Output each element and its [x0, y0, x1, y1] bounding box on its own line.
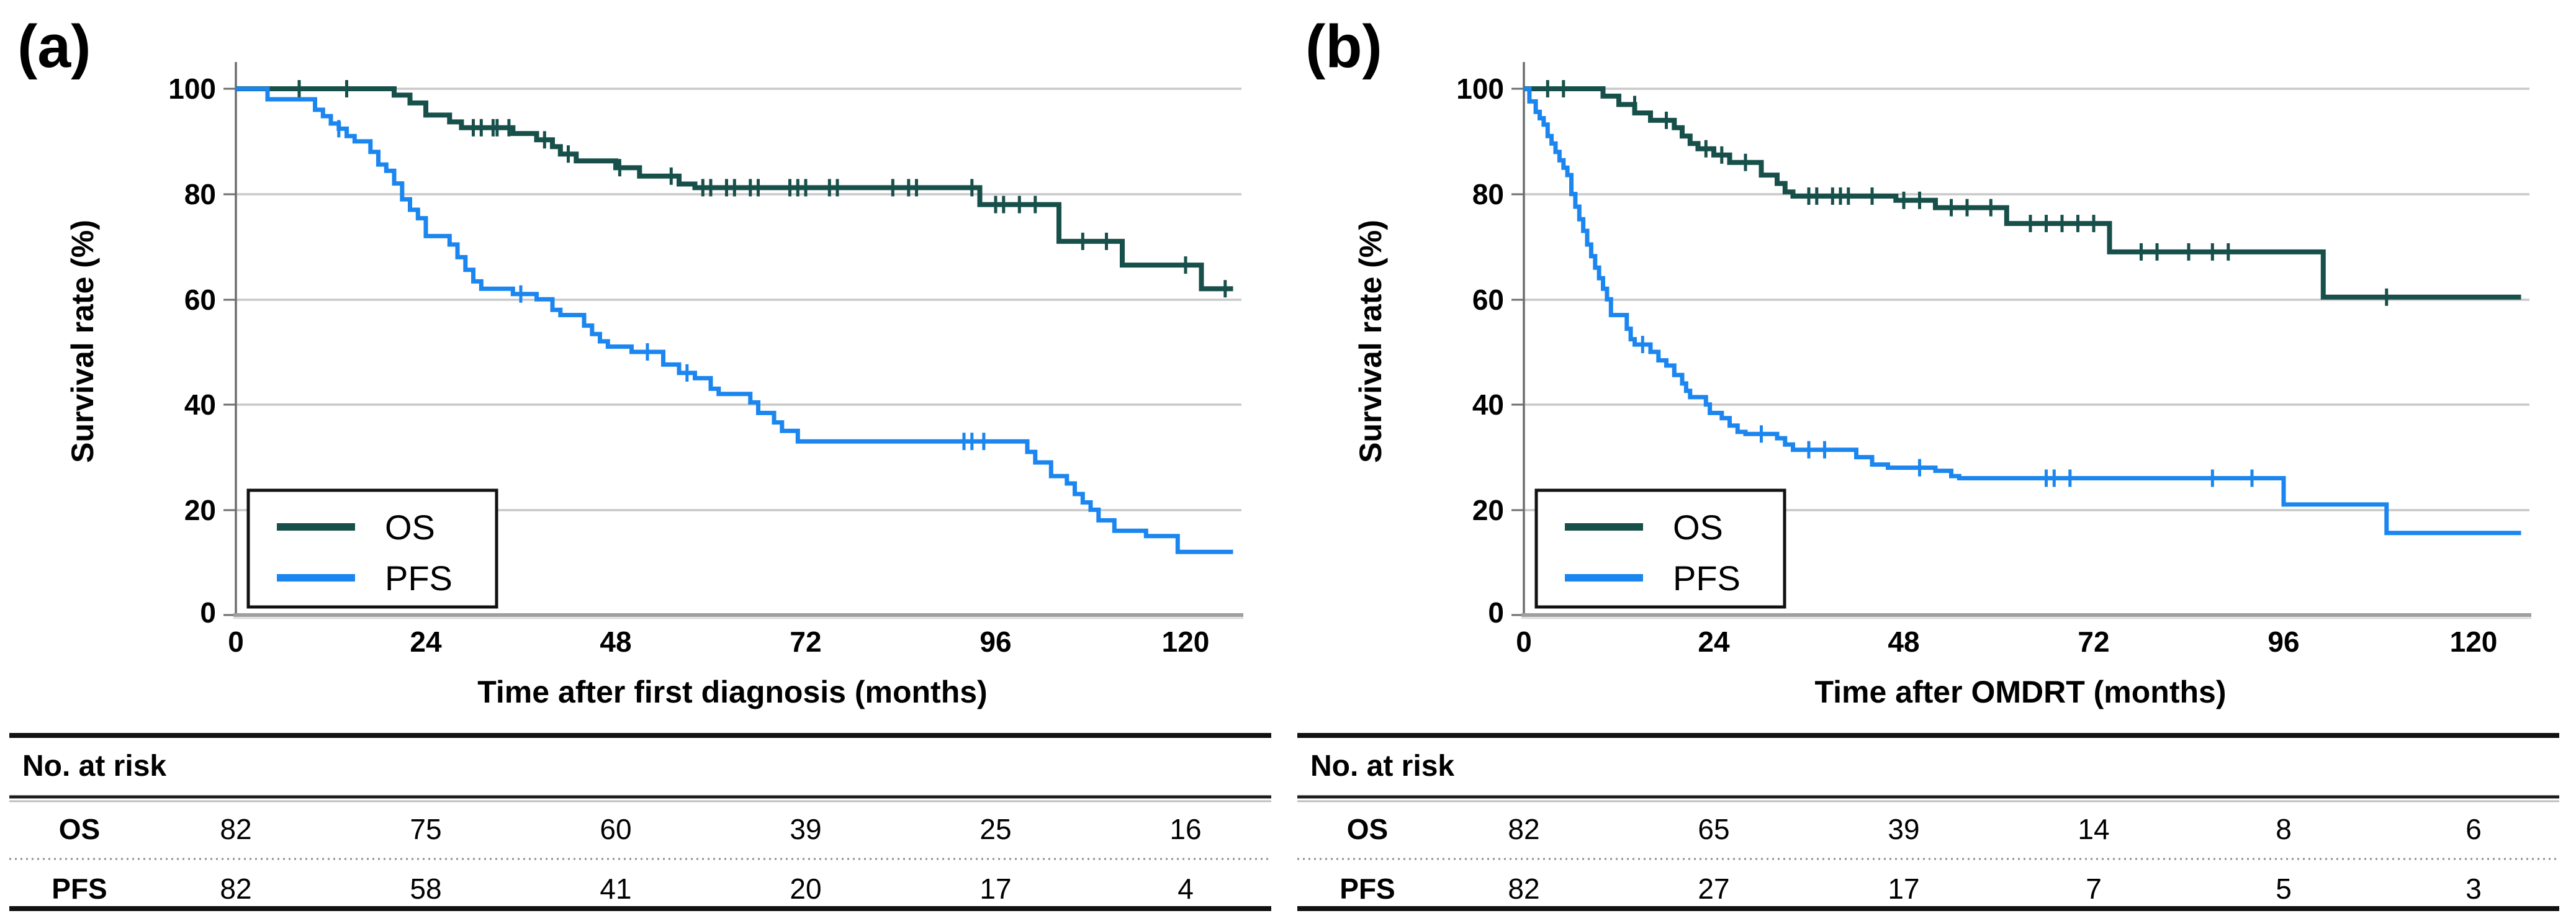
pfs-curve — [236, 86, 1233, 554]
x-tick-label: 72 — [790, 626, 821, 658]
x-axis-title: Time after OMDRT (months) — [1815, 675, 2227, 709]
risk-value: 39 — [790, 813, 821, 845]
risk-table-row-pfs: PFS 82 58 41 20 17 4 — [52, 873, 1194, 905]
risk-value: 6 — [2466, 813, 2482, 845]
x-tick-label: 0 — [1516, 626, 1532, 658]
y-tick-label: 60 — [184, 284, 216, 316]
risk-table: No. at risk OS 82 75 60 39 25 16 PFS 82 … — [9, 733, 1271, 911]
km-panel: (a) 100 80 60 40 20 0 — [9, 12, 1271, 911]
y-tick-label: 80 — [184, 178, 216, 210]
risk-row-label: OS — [1347, 813, 1388, 845]
x-tick-label: 120 — [2450, 626, 2498, 658]
y-axis-tick-marks — [1511, 88, 1524, 616]
risk-row-label: PFS — [52, 873, 107, 905]
y-tick-label: 60 — [1472, 284, 1504, 316]
risk-value: 82 — [220, 813, 251, 845]
risk-value: 8 — [2276, 813, 2292, 845]
pfs-curve — [1524, 86, 2521, 536]
pfs-legend-label: PFS — [385, 559, 453, 598]
x-tick-label: 48 — [600, 626, 631, 658]
y-tick-label: 100 — [168, 73, 216, 105]
x-tick-label: 120 — [1162, 626, 1210, 658]
risk-table-title: No. at risk — [22, 750, 166, 783]
risk-value: 25 — [980, 813, 1011, 845]
y-tick-labels: 100 80 60 40 20 0 — [1456, 73, 1504, 629]
y-tick-label: 40 — [184, 389, 216, 421]
y-tick-label: 0 — [200, 596, 216, 629]
risk-value: 58 — [410, 873, 441, 905]
risk-value: 7 — [2086, 873, 2102, 905]
risk-value: 4 — [1178, 873, 1194, 905]
legend: OS PFS — [1534, 488, 1786, 609]
y-tick-label: 0 — [1488, 596, 1504, 629]
risk-value: 17 — [980, 873, 1011, 905]
risk-table: No. at risk OS 82 65 39 14 8 6 PFS 82 27… — [1297, 733, 2559, 911]
os-curve — [1524, 86, 2521, 300]
x-tick-label: 96 — [980, 626, 1011, 658]
km-panel: (b) 100 80 60 40 20 0 — [1297, 12, 2559, 911]
risk-value: 39 — [1888, 813, 1919, 845]
risk-value: 3 — [2466, 873, 2482, 905]
y-tick-labels: 100 80 60 40 20 0 — [168, 73, 216, 629]
x-tick-label: 24 — [1698, 626, 1730, 658]
y-tick-label: 40 — [1472, 389, 1504, 421]
legend-box — [1534, 488, 1786, 609]
risk-value: 82 — [1508, 813, 1539, 845]
x-axis-title: Time after first diagnosis (months) — [477, 675, 987, 709]
panel-label: (b) — [1305, 12, 1382, 80]
risk-table-row-os: OS 82 75 60 39 25 16 — [59, 813, 1202, 845]
y-axis-title: Survival rate (%) — [65, 220, 100, 463]
y-tick-label: 100 — [1456, 73, 1504, 105]
legend: OS PFS — [246, 488, 498, 609]
x-tick-label: 72 — [2078, 626, 2109, 658]
curves — [236, 80, 1233, 554]
y-axis-title: Survival rate (%) — [1353, 220, 1388, 463]
y-tick-label: 20 — [184, 494, 216, 526]
risk-value: 65 — [1698, 813, 1729, 845]
panel-label: (a) — [17, 12, 91, 80]
risk-table-row-os: OS 82 65 39 14 8 6 — [1347, 813, 2482, 845]
risk-table-title: No. at risk — [1310, 750, 1454, 783]
os-legend-label: OS — [1673, 508, 1723, 547]
risk-value: 17 — [1888, 873, 1919, 905]
risk-row-label: OS — [59, 813, 100, 845]
risk-value: 5 — [2276, 873, 2292, 905]
y-tick-label: 80 — [1472, 178, 1504, 210]
risk-value: 16 — [1169, 813, 1201, 845]
risk-value: 14 — [2078, 813, 2109, 845]
os-legend-label: OS — [385, 508, 435, 547]
y-axis-tick-marks — [223, 88, 236, 616]
risk-table-row-pfs: PFS 82 27 17 7 5 3 — [1340, 873, 2482, 905]
risk-value: 27 — [1698, 873, 1729, 905]
risk-value: 75 — [410, 813, 441, 845]
pfs-legend-label: PFS — [1673, 559, 1741, 598]
x-tick-label: 0 — [228, 626, 244, 658]
gridlines — [236, 88, 1241, 511]
x-tick-labels: 0 24 48 72 96 120 — [1516, 626, 2497, 658]
x-tick-labels: 0 24 48 72 96 120 — [228, 626, 1209, 658]
gridlines — [1524, 88, 2529, 511]
risk-value: 41 — [600, 873, 631, 905]
risk-row-label: PFS — [1340, 873, 1395, 905]
y-tick-label: 20 — [1472, 494, 1504, 526]
risk-value: 20 — [790, 873, 821, 905]
x-tick-label: 96 — [2268, 626, 2299, 658]
risk-value: 82 — [220, 873, 251, 905]
curves — [1524, 80, 2521, 536]
risk-value: 82 — [1508, 873, 1539, 905]
risk-value: 60 — [600, 813, 631, 845]
x-tick-label: 48 — [1888, 626, 1919, 658]
x-tick-label: 24 — [410, 626, 442, 658]
legend-box — [246, 488, 498, 609]
